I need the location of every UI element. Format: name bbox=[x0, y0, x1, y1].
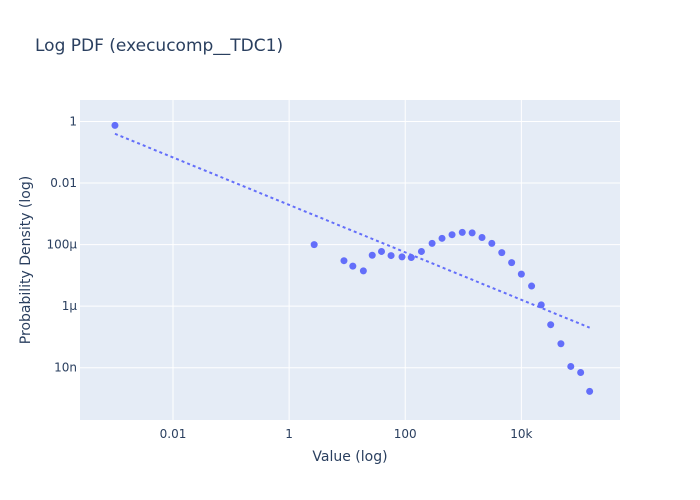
y-tick-label: 1µ bbox=[62, 299, 78, 313]
data-point bbox=[428, 239, 436, 247]
data-point bbox=[458, 228, 466, 236]
y-tick-label: 0.01 bbox=[50, 176, 77, 190]
x-tick-label: 1 bbox=[285, 427, 293, 441]
x-axis-label: Value (log) bbox=[312, 449, 387, 465]
data-point bbox=[340, 257, 348, 265]
data-point bbox=[528, 282, 536, 290]
data-point bbox=[567, 362, 575, 370]
x-gridlines bbox=[172, 100, 522, 420]
data-point bbox=[586, 387, 594, 395]
x-tick-label: 0.01 bbox=[160, 427, 187, 441]
data-point bbox=[417, 247, 425, 255]
data-point bbox=[488, 239, 496, 247]
data-point bbox=[557, 340, 565, 348]
data-point bbox=[398, 253, 406, 261]
y-gridlines bbox=[80, 121, 620, 369]
fit-line bbox=[114, 132, 591, 329]
plot-area bbox=[80, 100, 620, 420]
data-point bbox=[407, 254, 415, 262]
data-point bbox=[547, 321, 555, 329]
y-tick-label: 10n bbox=[54, 361, 77, 375]
data-points-series bbox=[111, 121, 594, 395]
data-point bbox=[577, 368, 585, 376]
data-point bbox=[517, 270, 525, 278]
data-point bbox=[498, 249, 506, 257]
x-tick-labels: 0.01 1 100 10k bbox=[160, 427, 533, 441]
x-tick-label: 100 bbox=[394, 427, 417, 441]
data-point bbox=[438, 234, 446, 242]
data-point bbox=[368, 251, 376, 259]
data-point bbox=[378, 247, 386, 255]
data-point bbox=[468, 229, 476, 237]
y-tick-label: 100µ bbox=[46, 238, 77, 252]
data-point bbox=[359, 267, 367, 275]
data-point bbox=[387, 252, 395, 260]
data-point bbox=[448, 231, 456, 239]
data-point bbox=[310, 241, 318, 249]
chart-title: Log PDF (execucomp__TDC1) bbox=[35, 36, 283, 56]
data-point bbox=[349, 262, 357, 270]
data-point bbox=[508, 259, 516, 267]
y-tick-labels: 1 0.01 100µ 1µ 10n bbox=[46, 115, 77, 375]
data-point bbox=[111, 121, 119, 129]
y-axis-label: Probability Density (log) bbox=[18, 176, 34, 344]
x-tick-label: 10k bbox=[510, 427, 532, 441]
data-point bbox=[537, 301, 545, 309]
fit-line-series bbox=[114, 132, 591, 329]
data-point bbox=[478, 234, 486, 242]
y-tick-label: 1 bbox=[69, 115, 77, 129]
